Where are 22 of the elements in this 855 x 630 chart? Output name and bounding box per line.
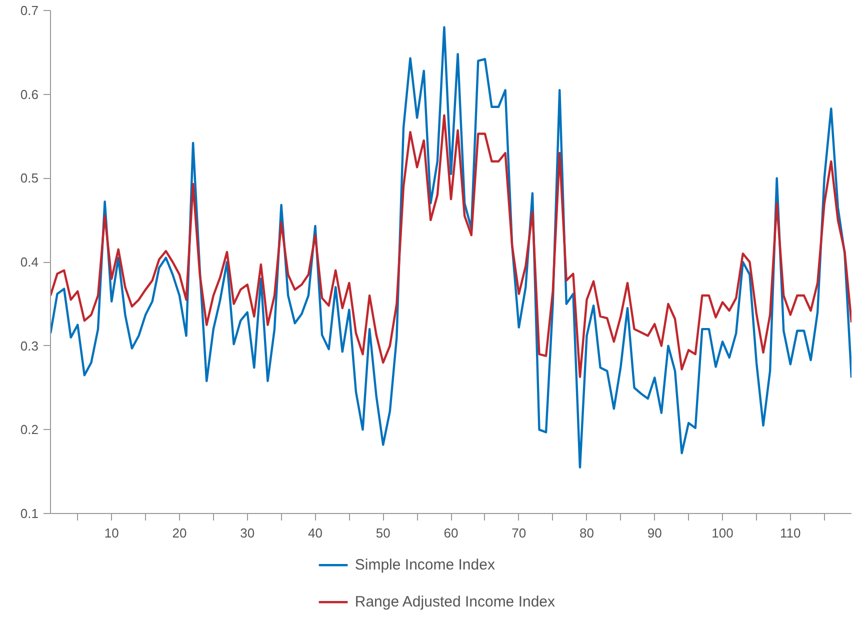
x-tick-label: 70	[512, 526, 526, 540]
x-tick-label: 100	[712, 526, 734, 540]
x-tick-label: 20	[172, 526, 187, 540]
x-tick-label: 30	[240, 526, 255, 540]
y-tick-label: 0.7	[20, 3, 39, 18]
x-tick-label: 40	[308, 526, 322, 540]
x-tick-label: 60	[444, 526, 458, 540]
y-tick-label: 0.2	[20, 422, 39, 438]
x-tick-label: 50	[376, 526, 390, 540]
line-series	[50, 114, 852, 378]
legend-label: Simple Income Index	[354, 556, 496, 574]
line-series	[50, 26, 852, 468]
x-tick-label: 110	[780, 526, 801, 540]
y-tick-label: 0.3	[20, 338, 39, 354]
x-tick-label: 90	[647, 526, 662, 540]
legend-label: Range Adjusted Income Index	[354, 594, 556, 611]
y-tick-label: 0.5	[20, 170, 39, 186]
y-tick-label: 0.6	[20, 86, 39, 102]
x-tick-label: 80	[580, 526, 594, 540]
y-tick-label: 0.1	[20, 506, 39, 521]
y-tick-label: 0.4	[20, 254, 39, 270]
x-tick-label: 10	[104, 526, 119, 540]
